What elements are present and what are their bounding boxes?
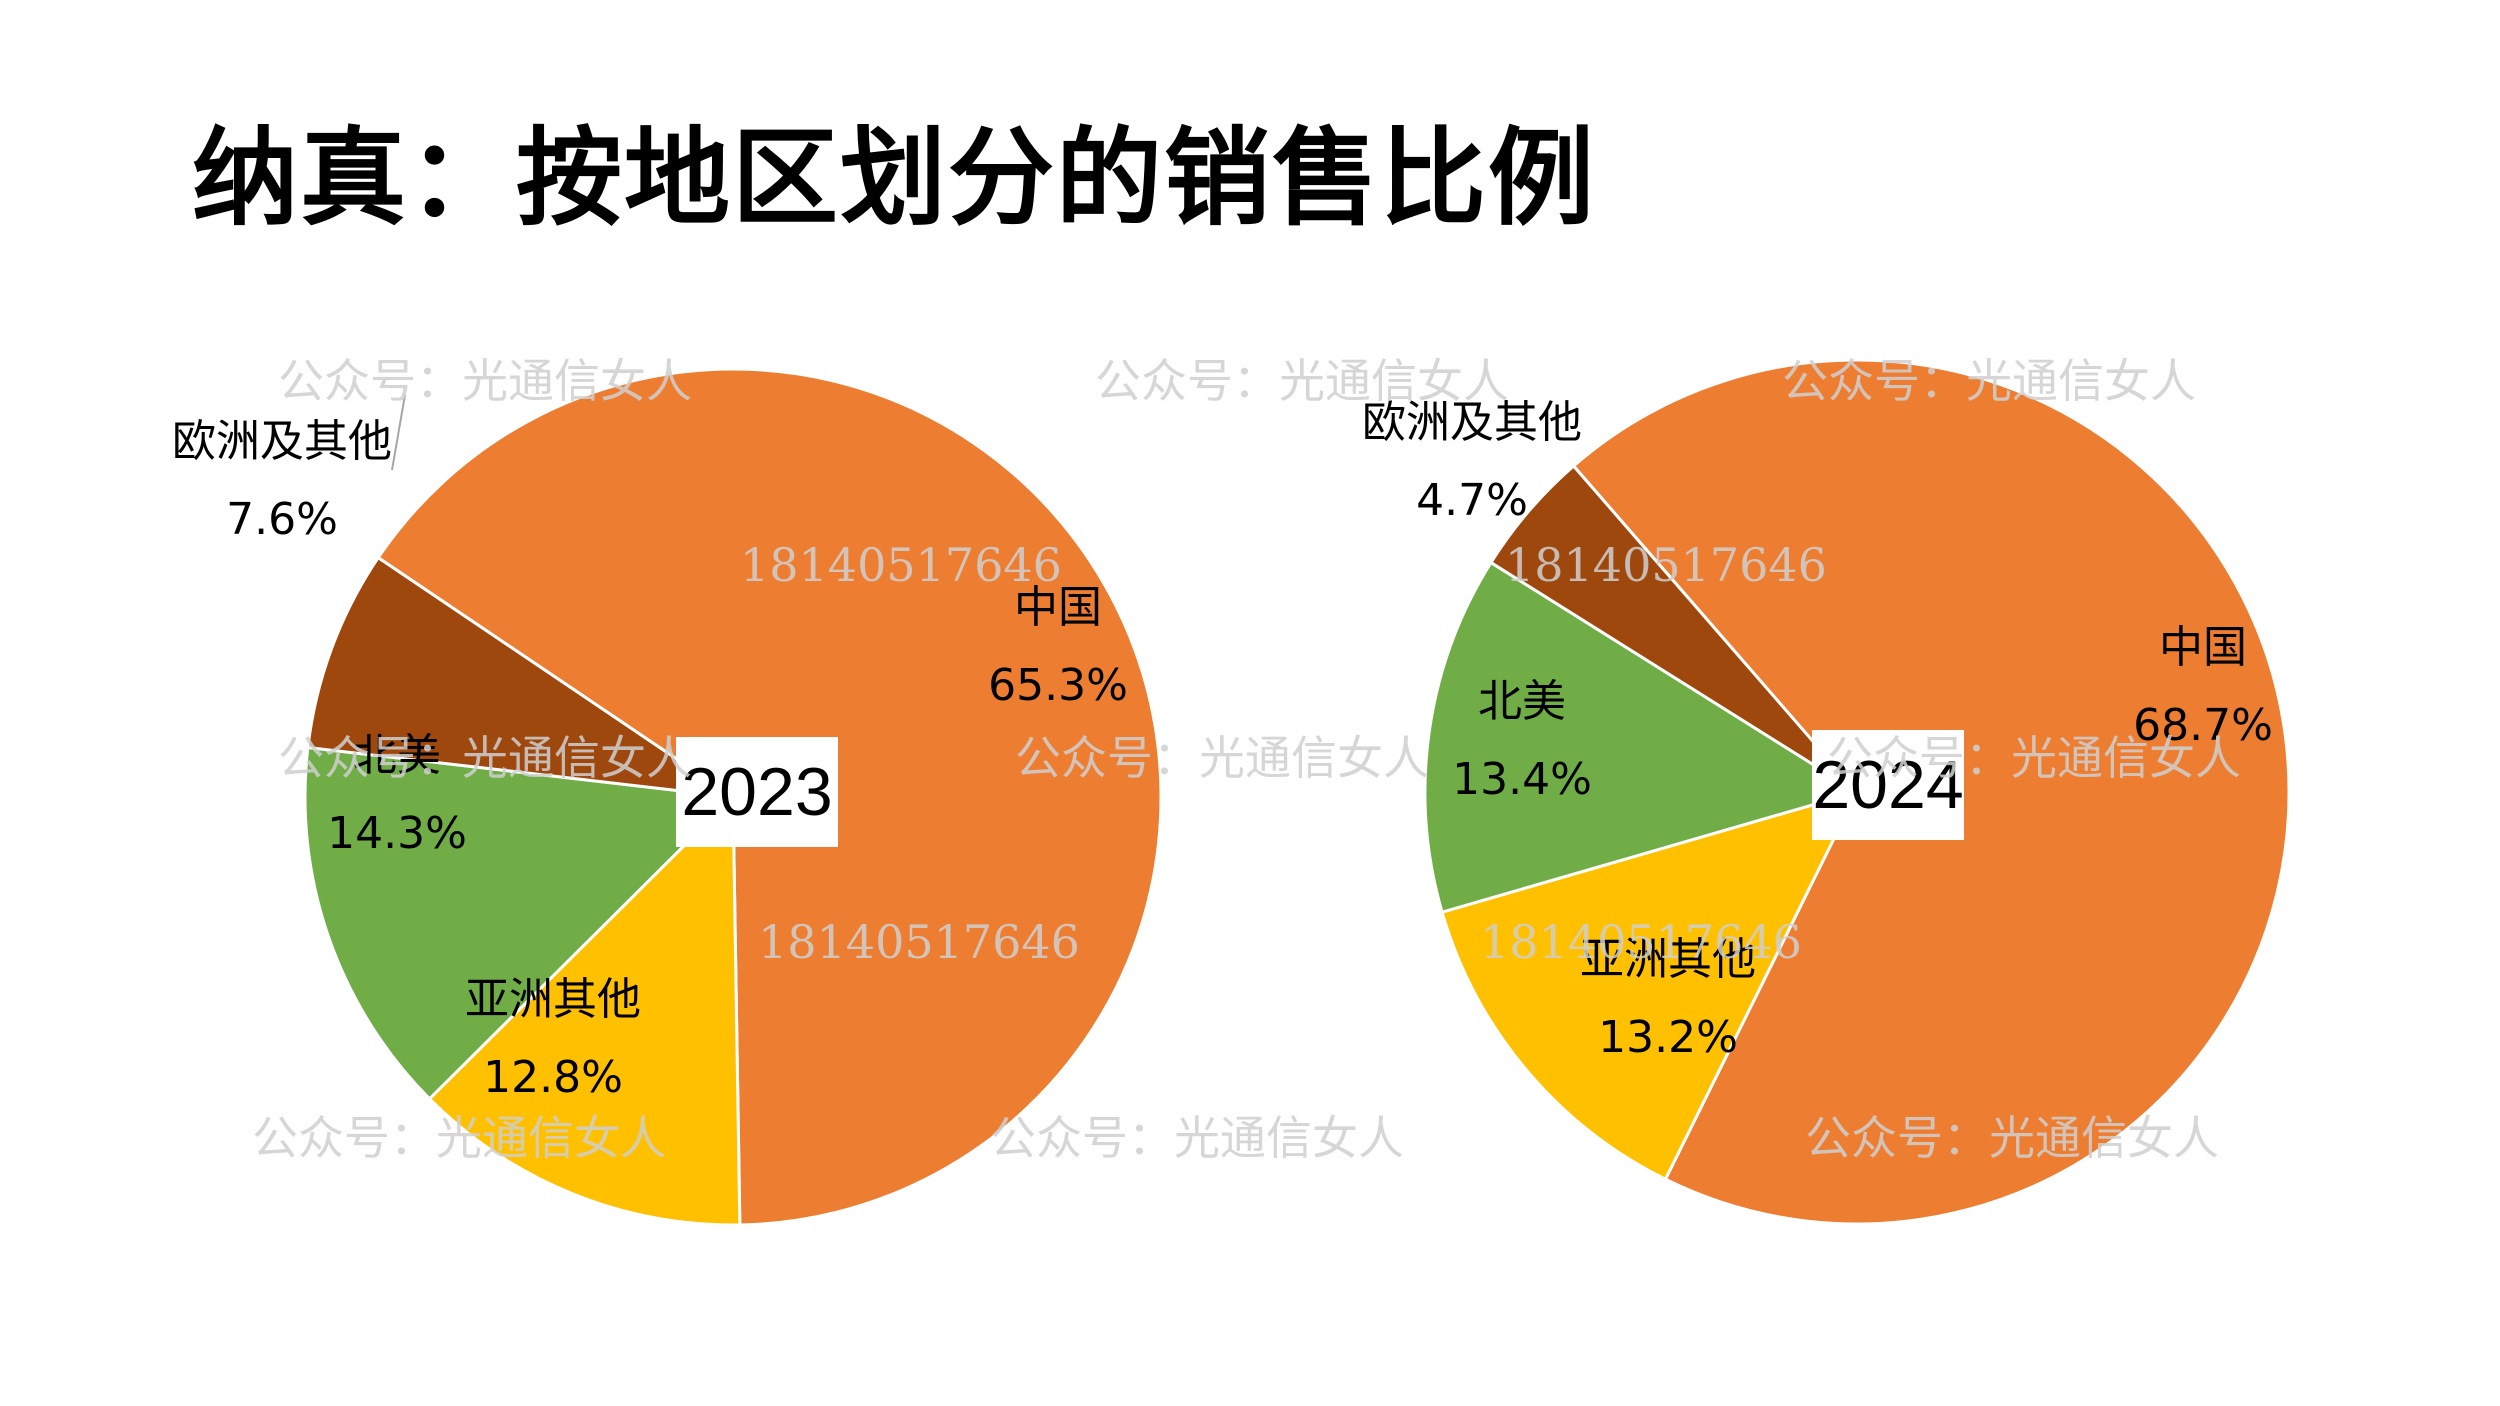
year-box-2024: [1812, 730, 1964, 840]
slice-name-northamerica-2023: 北美: [353, 730, 441, 781]
slice-name-northamerica-2024: 北美: [1478, 676, 1566, 727]
slice-value-europe-2024: 4.7%: [1416, 475, 1528, 526]
page-title: 纳真：按地区划分的销售比例: [192, 117, 1596, 240]
year-box-2023: [676, 737, 838, 847]
pie-labels-2024: 中国 68.7% 亚洲其他 13.2% 北美 13.4% 欧洲及其他 4.7%: [1362, 397, 2273, 1063]
slice-value-china-2024: 68.7%: [2133, 700, 2273, 751]
slice-value-asia-2023: 12.8%: [483, 1052, 623, 1103]
slice-value-europe-2023: 7.6%: [226, 494, 338, 545]
pie-slice-north-america-2024: [1423, 561, 1859, 914]
slice-name-china-2023: 中国: [1014, 582, 1102, 633]
slice-value-northamerica-2023: 14.3%: [327, 808, 467, 859]
pie-slice-asia-other-2023: [428, 795, 742, 1227]
year-label-2023: 2023: [681, 754, 832, 830]
leader-line-europe-2023: [391, 394, 406, 471]
pie-chart-2024: 中国 68.7% 亚洲其他 13.2% 北美 13.4% 欧洲及其他 4.7% …: [1362, 358, 2291, 1226]
pie-chart-2023: 中国 65.3% 亚洲其他 12.8% 北美 14.3% 欧洲及其他 7.6% …: [172, 367, 1163, 1227]
pie-slice-europe-other-2024: [1489, 464, 1859, 794]
slice-name-europe-2024: 欧洲及其他: [1362, 397, 1582, 448]
slice-name-asia-2023: 亚洲其他: [465, 974, 641, 1025]
slice-value-china-2023: 65.3%: [988, 660, 1128, 711]
slice-value-asia-2024: 13.2%: [1598, 1012, 1738, 1063]
slice-name-china-2024: 中国: [2159, 622, 2247, 673]
slice-name-europe-2023: 欧洲及其他: [172, 416, 392, 467]
pie-slice-north-america-2023: [303, 746, 735, 1101]
pie-slice-europe-other-2023: [306, 556, 735, 799]
slice-value-northamerica-2024: 13.4%: [1452, 754, 1592, 805]
slice-name-asia-2024: 亚洲其他: [1580, 934, 1756, 985]
pie-labels-2023: 中国 65.3% 亚洲其他 12.8% 北美 14.3% 欧洲及其他 7.6%: [172, 394, 1128, 1103]
year-label-2024: 2024: [1812, 747, 1963, 823]
pie-slice-asia-other-2024: [1440, 790, 1859, 1181]
